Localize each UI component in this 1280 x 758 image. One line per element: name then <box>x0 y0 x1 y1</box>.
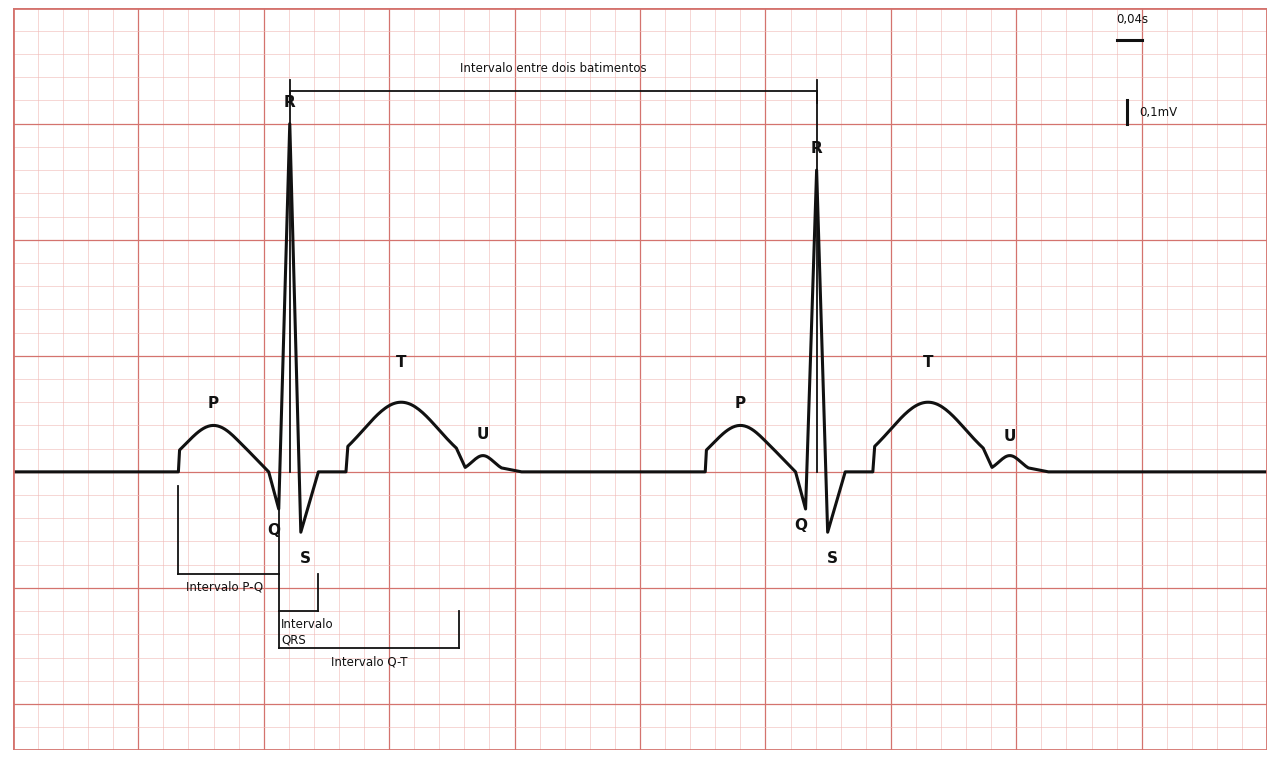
Text: U: U <box>476 427 489 442</box>
Text: T: T <box>396 355 407 370</box>
Text: Intervalo Q-T: Intervalo Q-T <box>330 655 407 669</box>
Text: P: P <box>735 396 746 412</box>
Text: Q: Q <box>794 518 808 534</box>
Text: P: P <box>207 396 219 412</box>
Text: U: U <box>1004 429 1016 444</box>
Text: 0,1mV: 0,1mV <box>1139 105 1178 118</box>
Text: 0,04s: 0,04s <box>1116 13 1148 27</box>
Text: Intervalo P-Q: Intervalo P-Q <box>186 581 262 594</box>
Text: S: S <box>827 551 838 565</box>
Text: Q: Q <box>268 523 280 538</box>
Text: R: R <box>810 141 823 156</box>
Text: Intervalo entre dois batimentos: Intervalo entre dois batimentos <box>460 62 646 75</box>
Text: Intervalo
QRS: Intervalo QRS <box>282 618 334 646</box>
Text: R: R <box>284 95 296 110</box>
Text: S: S <box>301 551 311 565</box>
Text: T: T <box>923 355 933 370</box>
